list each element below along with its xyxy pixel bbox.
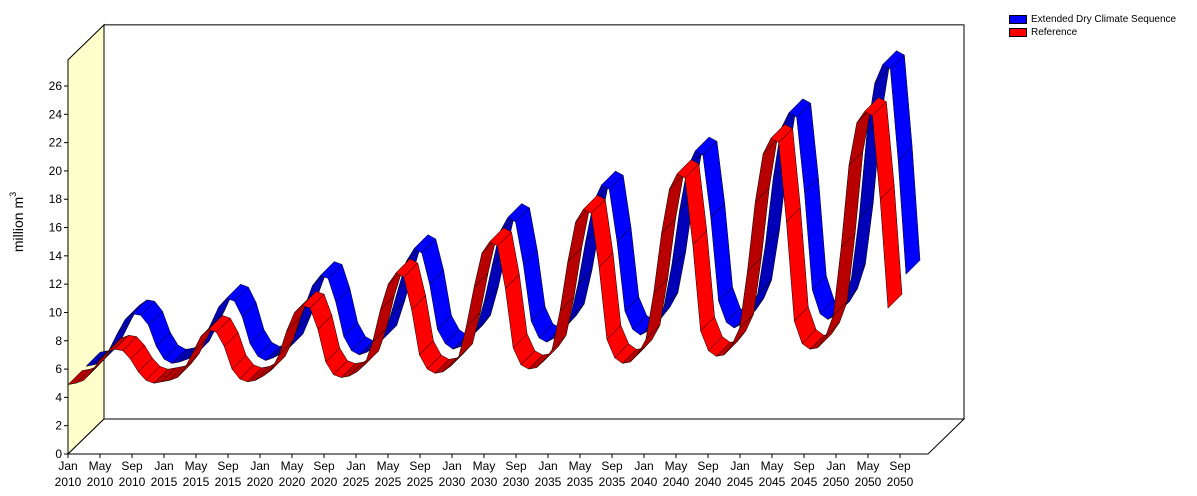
x-tick-label: May 2015 [183, 459, 210, 489]
x-tick-label: Sep 2030 [503, 459, 530, 489]
y-tick-label: 24 [49, 107, 63, 121]
x-tick-label: May 2010 [87, 459, 114, 489]
y-tick-label: 14 [49, 249, 63, 263]
x-tick-label: May 2040 [663, 459, 690, 489]
y-tick-label: 22 [49, 136, 63, 150]
series-reference [67, 97, 903, 386]
x-tick-label: Jan 2040 [631, 459, 658, 489]
y-tick-label: 6 [55, 362, 62, 376]
x-tick-label: May 2050 [855, 459, 882, 489]
chart-frame [66, 23, 966, 456]
floor [66, 418, 966, 455]
x-tick-label: Sep 2035 [599, 459, 626, 489]
x-tick-label: Sep 2015 [215, 459, 242, 489]
x-tick-label: May 2045 [759, 459, 786, 489]
x-tick-label: Jan 2035 [535, 459, 562, 489]
y-tick-label: 10 [49, 305, 63, 319]
y-tick-label: 18 [49, 192, 63, 206]
series-extended-dry [85, 50, 921, 367]
x-tick-label: Jan 2030 [439, 459, 466, 489]
y-tick-label: 16 [49, 221, 63, 235]
x-tick-label: Sep 2010 [119, 459, 146, 489]
x-tick-label: Jan 2045 [727, 459, 754, 489]
y-tick-label: 26 [49, 79, 63, 93]
legend-item-extended-dry: Extended Dry Climate Sequence [1009, 13, 1195, 26]
side-wall [67, 23, 105, 456]
x-tick-label: Jan 2050 [823, 459, 850, 489]
legend-label: Extended Dry Climate Sequence [1031, 14, 1177, 25]
y-tick-label: 0 [55, 447, 62, 461]
x-tick-label: Jan 2015 [151, 459, 178, 489]
legend-swatch [1009, 15, 1027, 24]
y-tick-label: 20 [49, 164, 63, 178]
y-tick-label: 8 [55, 334, 62, 348]
x-tick-label: Jan 2020 [247, 459, 274, 489]
legend: Extended Dry Climate Sequence Reference [1009, 13, 1195, 39]
x-tick-label: Sep 2025 [407, 459, 434, 489]
x-tick-label: Jan 2010 [55, 459, 82, 489]
x-tick-label: May 2035 [567, 459, 594, 489]
x-tick-label: May 2025 [375, 459, 402, 489]
ribbon-segment [897, 146, 921, 275]
legend-label: Reference [1031, 27, 1078, 38]
x-tick-label: Sep 2050 [887, 459, 914, 489]
legend-item-reference: Reference [1009, 26, 1195, 39]
ribbon-segment [879, 184, 903, 309]
y-tick-label: 12 [49, 277, 63, 291]
x-tick-label: May 2030 [471, 459, 498, 489]
x-tick-label: Jan 2025 [343, 459, 370, 489]
x-tick-label: Sep 2020 [311, 459, 338, 489]
x-tick-label: Sep 2040 [695, 459, 722, 489]
y-axis-label: million m3 [8, 192, 26, 252]
x-tick-label: Sep 2045 [791, 459, 818, 489]
series-ribbons [67, 50, 921, 386]
x-tick-label: May 2020 [279, 459, 306, 489]
y-tick-label: 2 [55, 419, 62, 433]
legend-swatch [1009, 28, 1027, 37]
y-tick-label: 4 [55, 390, 62, 404]
